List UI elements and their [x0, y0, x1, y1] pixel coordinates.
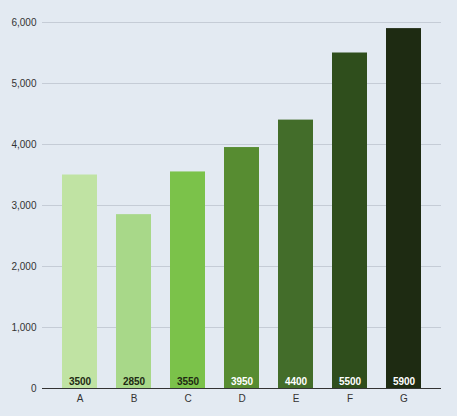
svg-text:E: E [293, 393, 300, 404]
svg-text:0: 0 [31, 383, 37, 394]
svg-text:5,000: 5,000 [11, 78, 36, 89]
svg-text:2850: 2850 [123, 376, 146, 387]
svg-text:3,000: 3,000 [11, 200, 36, 211]
svg-text:4,000: 4,000 [11, 139, 36, 150]
svg-text:3950: 3950 [231, 376, 254, 387]
svg-text:D: D [238, 393, 245, 404]
svg-text:G: G [400, 393, 408, 404]
svg-text:A: A [77, 393, 84, 404]
svg-text:1,000: 1,000 [11, 322, 36, 333]
svg-text:B: B [131, 393, 138, 404]
svg-text:C: C [184, 393, 191, 404]
svg-text:3550: 3550 [177, 376, 200, 387]
svg-text:2,000: 2,000 [11, 261, 36, 272]
svg-text:5500: 5500 [339, 376, 362, 387]
svg-text:F: F [347, 393, 353, 404]
svg-text:3500: 3500 [69, 376, 92, 387]
svg-text:6,000: 6,000 [11, 17, 36, 28]
svg-text:4400: 4400 [285, 376, 308, 387]
svg-text:5900: 5900 [393, 376, 416, 387]
